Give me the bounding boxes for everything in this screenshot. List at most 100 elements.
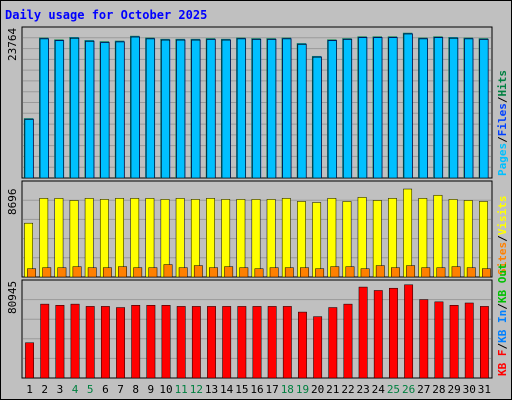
bar-kb-f	[191, 306, 201, 379]
legend-bottom: KB F/KB In/KB Out	[496, 263, 509, 376]
bar-kb-f	[480, 306, 489, 379]
bar-visits	[39, 198, 49, 278]
bar-sites	[482, 268, 491, 278]
bar-kb-f	[298, 311, 307, 379]
day-label: 30	[463, 383, 476, 396]
bar-visits	[84, 198, 94, 278]
x-axis-day-labels: 1 2 3 4 5 6 7 8 9 10 11 12 13 14 15 16 17 18 19 20 21 22 23 24 2…	[26, 383, 491, 396]
day-label: 25	[387, 383, 400, 396]
day-label: 2	[41, 383, 48, 396]
day-label: 14	[220, 383, 234, 396]
bar-visits	[115, 198, 124, 278]
bar-pages	[54, 40, 64, 179]
bar-sites	[436, 267, 446, 278]
bar-kb-f	[419, 299, 429, 379]
bar-pages	[206, 39, 216, 179]
bar-kb-f	[146, 305, 156, 379]
day-label: 13	[205, 383, 218, 396]
bar-kb-f	[389, 287, 398, 379]
day-label: 9	[148, 383, 155, 396]
day-label: 6	[102, 383, 109, 396]
bar-kb-f	[434, 301, 444, 379]
bar-pages	[388, 37, 398, 179]
day-label: 17	[266, 383, 279, 396]
bar-kb-f	[70, 303, 80, 379]
bar-visits	[190, 199, 200, 278]
bar-sites	[224, 266, 234, 278]
bar-pages	[130, 36, 140, 179]
y-max-label-bottom: 80945	[6, 281, 19, 314]
bar-visits	[266, 199, 276, 278]
bar-pages	[236, 38, 246, 179]
bar-pages	[358, 37, 368, 179]
day-label: 26	[402, 383, 415, 396]
bar-kb-f	[404, 284, 414, 379]
bar-pages	[85, 41, 95, 179]
bar-kb-f	[252, 306, 262, 379]
legend-item: KB F	[496, 350, 509, 377]
bar-visits	[312, 202, 322, 278]
bar-pages	[191, 39, 201, 179]
bar-pages	[403, 33, 413, 179]
bar-sites	[284, 267, 294, 278]
bar-visits	[206, 198, 215, 278]
panel-kbytes	[21, 279, 493, 379]
bar-visits	[130, 198, 140, 278]
day-label: 20	[311, 383, 324, 396]
bar-visits	[54, 198, 64, 278]
bar-sites	[421, 267, 431, 278]
bar-sites	[163, 264, 173, 278]
legend-text: Sites/Visits	[496, 196, 509, 276]
bar-sites	[375, 265, 385, 278]
bar-visits	[99, 199, 109, 278]
legend-item: Hits	[496, 70, 509, 97]
bar-sites	[72, 266, 82, 278]
bar-kb-f	[343, 303, 353, 379]
bar-pages	[373, 37, 383, 179]
legend-item: KB In	[496, 310, 509, 343]
bar-kb-f	[449, 305, 459, 379]
legend-item: Visits	[496, 196, 509, 236]
bar-kb-f	[464, 302, 474, 379]
day-label: 8	[132, 383, 139, 396]
bar-sites	[451, 266, 461, 278]
bar-pages	[433, 37, 443, 179]
bar-kb-f	[25, 342, 35, 379]
bar-kb-f	[176, 306, 186, 379]
bar-visits	[418, 198, 428, 278]
legend-item: KB Out	[496, 263, 509, 303]
legend-item: Pages	[496, 143, 509, 176]
bar-sites	[330, 266, 340, 278]
bar-pages	[342, 39, 352, 179]
day-label: 24	[372, 383, 386, 396]
bar-pages	[464, 38, 474, 179]
legend-separator: /	[496, 96, 509, 103]
bar-sites	[193, 265, 203, 278]
legend-separator: /	[496, 303, 509, 310]
bar-visits	[357, 197, 367, 278]
day-label: 23	[357, 383, 370, 396]
bar-sites	[118, 266, 127, 278]
legend-separator: /	[496, 343, 509, 350]
bar-visits	[479, 201, 488, 278]
bar-pages	[24, 119, 34, 179]
bar-visits	[236, 199, 246, 278]
day-label: 18	[281, 383, 294, 396]
bar-sites	[209, 267, 218, 278]
chart-title: Daily usage for October 2025	[5, 8, 207, 22]
bar-visits	[448, 199, 458, 278]
legend-middle: Sites/Visits	[496, 196, 509, 276]
bar-kb-f	[55, 305, 65, 379]
bar-visits	[297, 201, 306, 278]
bar-pages	[221, 39, 231, 179]
bar-sites	[345, 266, 355, 278]
bar-sites	[133, 267, 143, 278]
bar-sites	[148, 267, 158, 278]
bar-visits	[327, 198, 337, 278]
day-label: 29	[447, 383, 460, 396]
day-label: 15	[235, 383, 248, 396]
bar-visits	[388, 198, 397, 278]
bar-pages	[145, 38, 155, 179]
bar-kb-f	[40, 303, 50, 379]
bar-pages	[39, 38, 49, 179]
